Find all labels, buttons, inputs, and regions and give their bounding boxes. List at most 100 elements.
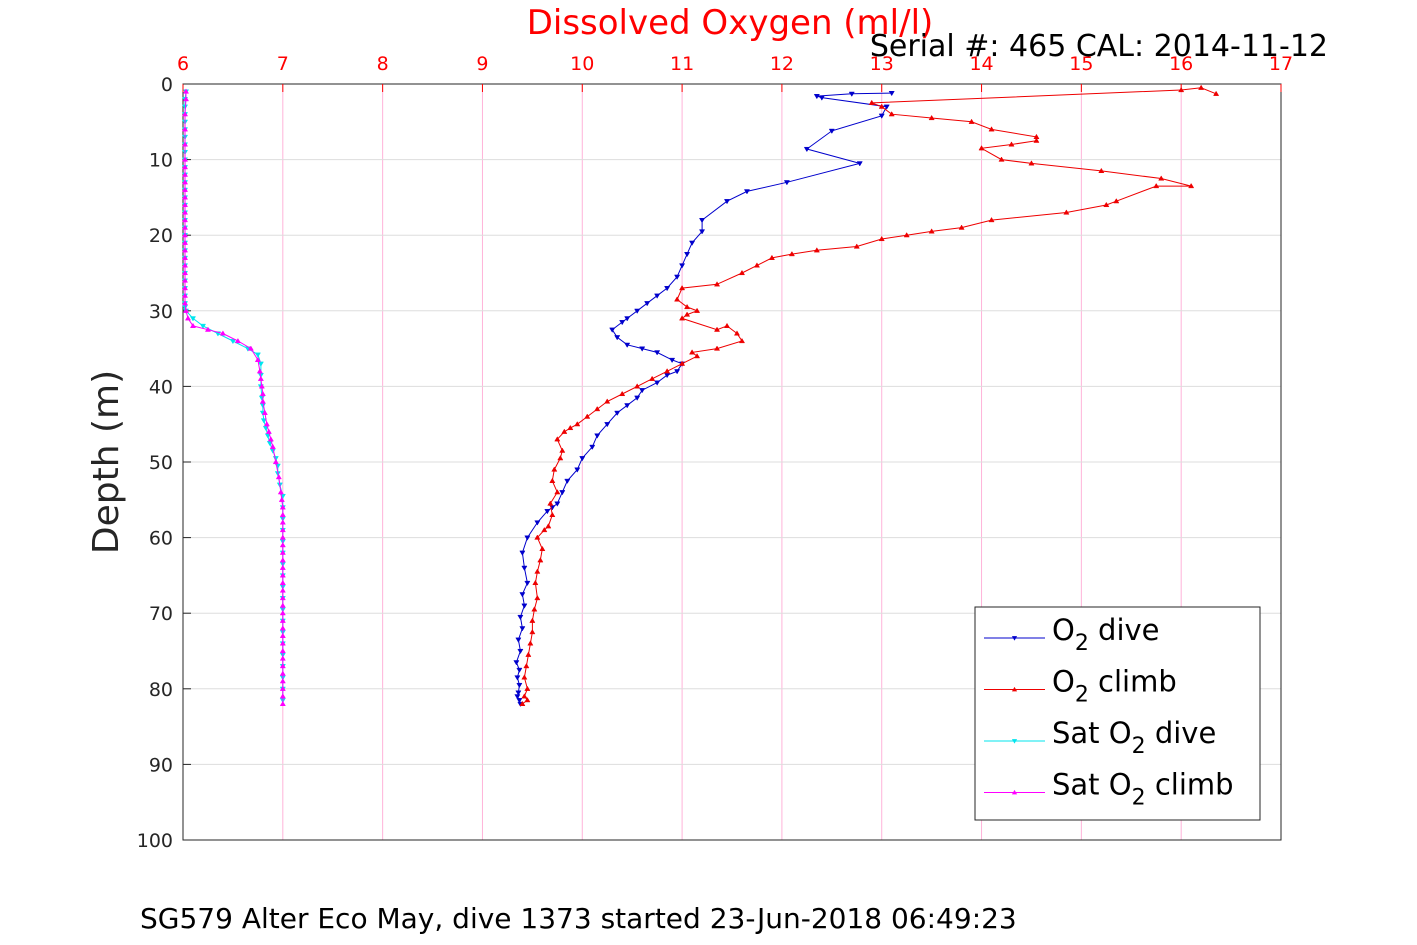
data-point: [589, 444, 596, 450]
data-point: [181, 262, 189, 268]
data-point: [694, 353, 701, 359]
data-point: [181, 141, 189, 147]
data-point: [883, 104, 890, 110]
data-point: [279, 647, 286, 654]
data-point: [694, 307, 701, 313]
data-point: [684, 311, 691, 317]
data-point: [516, 682, 523, 689]
data-point: [713, 345, 721, 351]
data-point: [181, 201, 189, 208]
data-point: [277, 489, 284, 495]
data-point: [888, 111, 895, 117]
data-point: [853, 243, 860, 249]
data-point: [723, 199, 731, 205]
data-point: [279, 670, 286, 676]
data-point: [624, 342, 631, 348]
data-point: [544, 509, 551, 515]
data-point: [594, 433, 601, 439]
data-point: [247, 345, 254, 351]
data-point: [523, 663, 530, 669]
data-point: [181, 216, 189, 223]
data-point: [1098, 167, 1105, 174]
x-tick-label: 13: [870, 53, 894, 75]
data-point: [265, 428, 272, 434]
chart-title: Dissolved Oxygen (ml/l): [527, 3, 934, 43]
data-point: [559, 447, 566, 453]
data-point: [1213, 90, 1220, 96]
x-tick-label: 10: [570, 53, 594, 75]
data-point: [515, 637, 522, 643]
data-point: [521, 693, 528, 699]
data-point: [699, 218, 706, 224]
y-axis-label: Depth (m): [86, 370, 127, 554]
legend-swatch-marker: [1011, 636, 1018, 641]
data-point: [664, 286, 671, 292]
data-point: [181, 111, 189, 117]
data-point: [534, 594, 541, 601]
data-point: [541, 526, 548, 533]
data-point: [649, 375, 656, 381]
y-tick-label: 40: [149, 376, 173, 398]
data-point: [181, 254, 189, 260]
x-tick-label: 7: [277, 53, 289, 75]
data-point: [229, 338, 236, 345]
data-point: [619, 390, 626, 397]
data-point: [260, 418, 267, 424]
data-point: [279, 693, 286, 699]
data-point: [279, 534, 286, 540]
data-point: [684, 303, 691, 310]
y-tick-label: 70: [149, 603, 173, 625]
data-point: [713, 281, 721, 287]
data-point: [261, 409, 268, 415]
data-point: [549, 477, 556, 483]
chart-subtitle: Serial #: 465 CAL: 2014-11-12: [870, 29, 1328, 64]
legend: O2 dive O2 climb Sat O2 dive Sat O2 climb: [974, 606, 1261, 821]
data-point: [272, 458, 279, 465]
data-point: [988, 126, 995, 132]
data-point: [888, 91, 895, 97]
data-point: [181, 171, 189, 177]
data-point: [868, 99, 875, 105]
data-point: [181, 164, 189, 170]
data-point: [639, 388, 646, 394]
y-tick-label: 20: [149, 225, 173, 247]
data-point: [516, 698, 523, 704]
legend-entry: O2 climb: [984, 665, 1177, 708]
data-point: [199, 323, 207, 330]
data-point: [788, 251, 795, 257]
data-point: [181, 156, 189, 162]
data-point: [181, 269, 189, 276]
data-point: [513, 660, 520, 666]
data-point: [524, 535, 531, 541]
data-point: [532, 579, 539, 586]
data-point: [689, 349, 696, 355]
data-point: [753, 262, 760, 268]
legend-swatch-marker: [1011, 739, 1018, 744]
data-point: [524, 685, 531, 691]
data-point: [521, 603, 528, 609]
data-point: [254, 352, 261, 358]
data-point: [279, 617, 286, 623]
data-point: [519, 550, 526, 556]
data-point: [988, 216, 995, 223]
data-point: [531, 606, 538, 612]
data-point: [783, 180, 790, 186]
data-point: [258, 383, 265, 389]
data-point: [181, 232, 189, 238]
data-point: [878, 103, 885, 109]
data-point: [1028, 160, 1035, 166]
legend-label: O2 dive: [1052, 613, 1160, 656]
data-point: [521, 565, 528, 571]
data-point: [674, 369, 681, 375]
data-point: [803, 146, 810, 153]
data-point: [604, 422, 611, 428]
data-point: [279, 625, 286, 631]
data-point: [279, 640, 286, 646]
data-point: [181, 224, 189, 230]
data-point: [654, 293, 661, 299]
data-point: [1153, 182, 1160, 189]
data-point: [1103, 201, 1110, 208]
x-tick-label: 15: [1069, 53, 1093, 75]
data-point: [1063, 209, 1070, 215]
y-tick-label: 0: [161, 74, 173, 96]
